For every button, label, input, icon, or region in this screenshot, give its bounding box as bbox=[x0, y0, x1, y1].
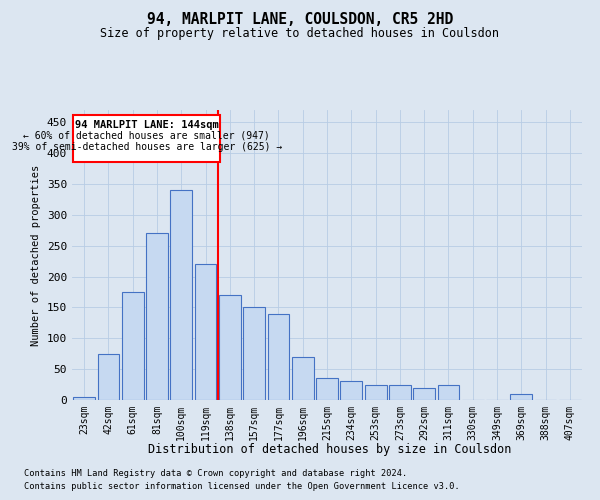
Bar bbox=[511, 394, 532, 400]
Bar bbox=[413, 388, 435, 400]
Bar bbox=[365, 384, 386, 400]
Text: 39% of semi-detached houses are larger (625) →: 39% of semi-detached houses are larger (… bbox=[11, 142, 282, 152]
Bar bbox=[340, 382, 362, 400]
Bar bbox=[146, 234, 168, 400]
Text: 94 MARLPIT LANE: 144sqm: 94 MARLPIT LANE: 144sqm bbox=[75, 120, 218, 130]
Bar bbox=[437, 384, 460, 400]
Text: Contains HM Land Registry data © Crown copyright and database right 2024.: Contains HM Land Registry data © Crown c… bbox=[24, 468, 407, 477]
Text: ← 60% of detached houses are smaller (947): ← 60% of detached houses are smaller (94… bbox=[23, 131, 270, 141]
Bar bbox=[170, 190, 192, 400]
Bar bbox=[316, 378, 338, 400]
Bar bbox=[73, 397, 95, 400]
Bar bbox=[97, 354, 119, 400]
Bar bbox=[292, 357, 314, 400]
Bar bbox=[122, 292, 143, 400]
Text: 94, MARLPIT LANE, COULSDON, CR5 2HD: 94, MARLPIT LANE, COULSDON, CR5 2HD bbox=[147, 12, 453, 28]
Bar bbox=[194, 264, 217, 400]
Y-axis label: Number of detached properties: Number of detached properties bbox=[31, 164, 41, 346]
Bar bbox=[243, 308, 265, 400]
Bar bbox=[268, 314, 289, 400]
Text: Contains public sector information licensed under the Open Government Licence v3: Contains public sector information licen… bbox=[24, 482, 460, 491]
Text: Distribution of detached houses by size in Coulsdon: Distribution of detached houses by size … bbox=[148, 442, 512, 456]
Bar bbox=[219, 295, 241, 400]
Bar bbox=[389, 384, 411, 400]
FancyBboxPatch shape bbox=[73, 115, 220, 162]
Text: Size of property relative to detached houses in Coulsdon: Size of property relative to detached ho… bbox=[101, 28, 499, 40]
